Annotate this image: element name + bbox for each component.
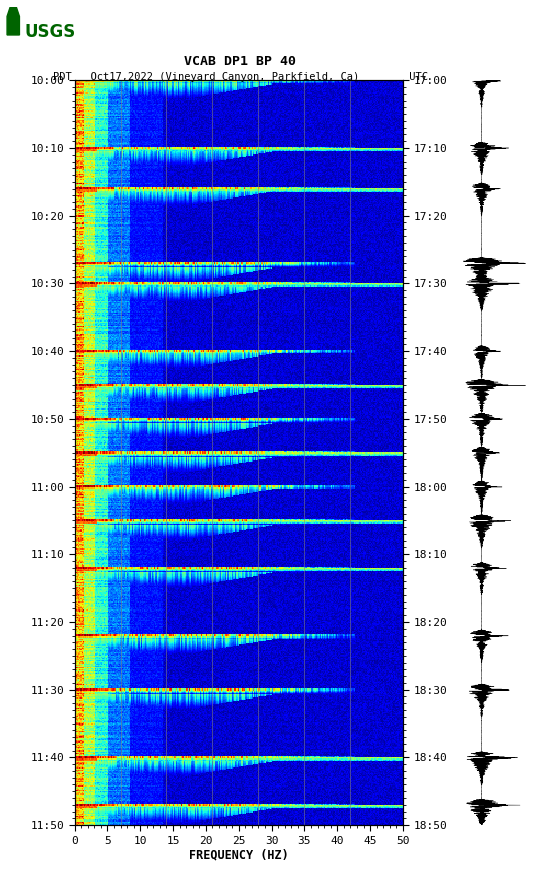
Text: USGS: USGS bbox=[24, 23, 75, 41]
Text: PDT   Oct17,2022 (Vineyard Canyon, Parkfield, Ca)        UTC: PDT Oct17,2022 (Vineyard Canyon, Parkfie… bbox=[52, 72, 428, 82]
Text: VCAB DP1 BP 40: VCAB DP1 BP 40 bbox=[184, 54, 296, 68]
FancyArrow shape bbox=[7, 0, 19, 35]
X-axis label: FREQUENCY (HZ): FREQUENCY (HZ) bbox=[189, 848, 289, 862]
